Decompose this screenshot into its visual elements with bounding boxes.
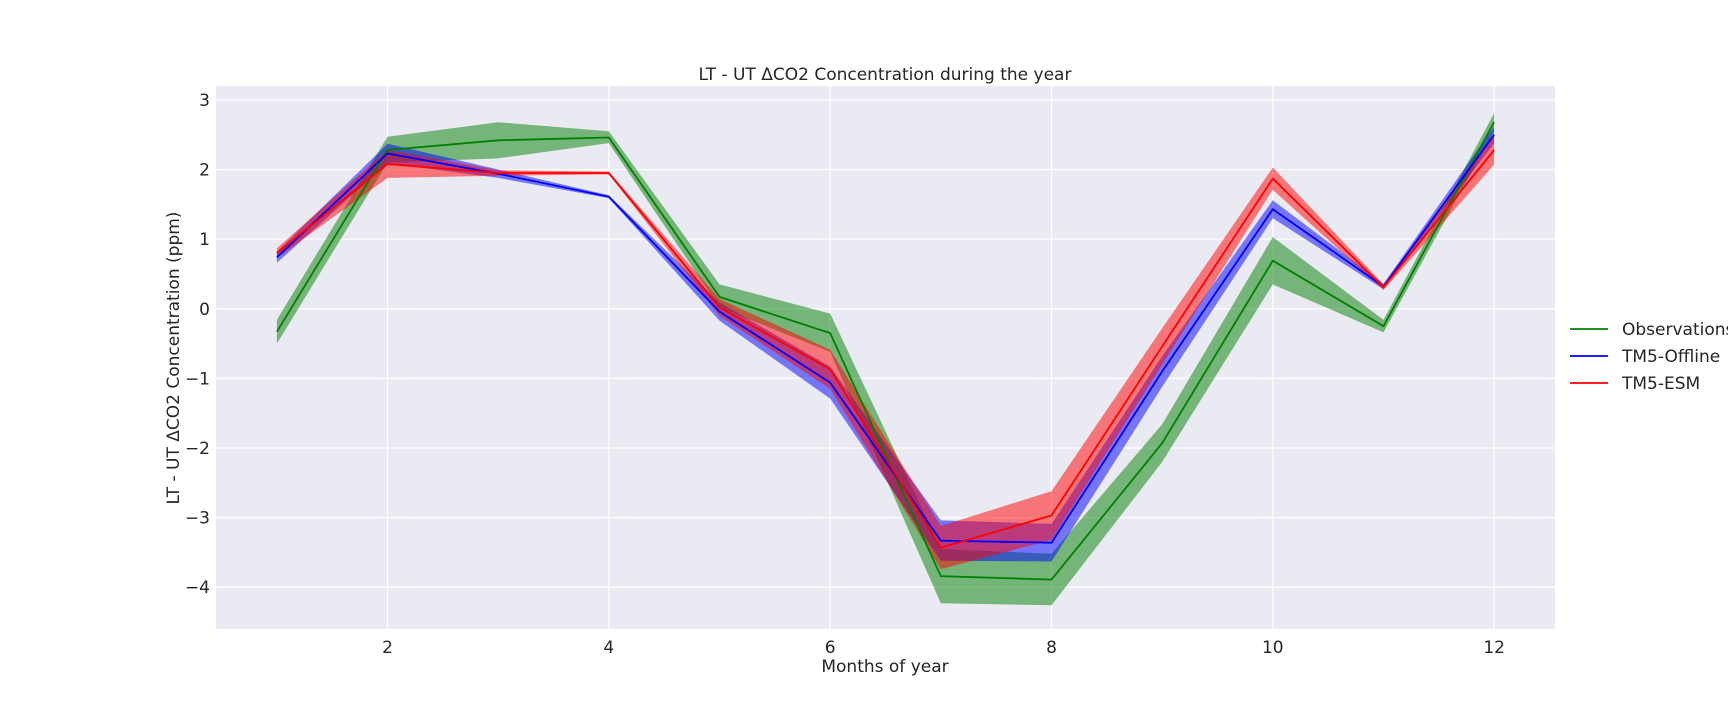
y-tick-label: −4 (185, 578, 210, 598)
legend-label: Observations (1622, 320, 1728, 340)
x-axis-label: Months of year (821, 657, 948, 677)
y-tick-label: −3 (185, 509, 210, 529)
y-axis-label: LT - UT ΔCO2 Concentration (ppm) (164, 212, 184, 505)
x-tick-label: 8 (1046, 638, 1057, 658)
x-tick-label: 12 (1483, 638, 1505, 658)
series-lines (276, 121, 1495, 581)
y-tick-label: 2 (199, 161, 210, 181)
y-tick-label: −2 (185, 439, 210, 459)
confidence-bands (276, 113, 1495, 606)
x-tick-label: 4 (603, 638, 614, 658)
x-tick-label: 10 (1262, 638, 1284, 658)
x-tick-label: 6 (825, 638, 836, 658)
legend-label: TM5-ESM (1621, 374, 1700, 394)
x-tick-labels: 2 4 6 8 10 12 (382, 638, 1505, 658)
x-tick-label: 2 (382, 638, 393, 658)
chart-title: LT - UT ΔCO2 Concentration during the ye… (699, 65, 1072, 85)
line-tm5-esm (276, 149, 1495, 549)
line-observations (276, 121, 1495, 581)
y-tick-label: 1 (199, 230, 210, 250)
y-tick-label: 3 (199, 91, 210, 111)
legend-label: TM5-Offline (1621, 347, 1720, 367)
y-tick-labels: 3 2 1 0 −1 −2 −3 −4 (185, 91, 210, 598)
y-tick-label: 0 (199, 300, 210, 320)
legend: Observations TM5-Offline TM5-ESM (1570, 320, 1728, 394)
line-tm5-offline (276, 134, 1495, 544)
y-tick-label: −1 (185, 369, 210, 389)
